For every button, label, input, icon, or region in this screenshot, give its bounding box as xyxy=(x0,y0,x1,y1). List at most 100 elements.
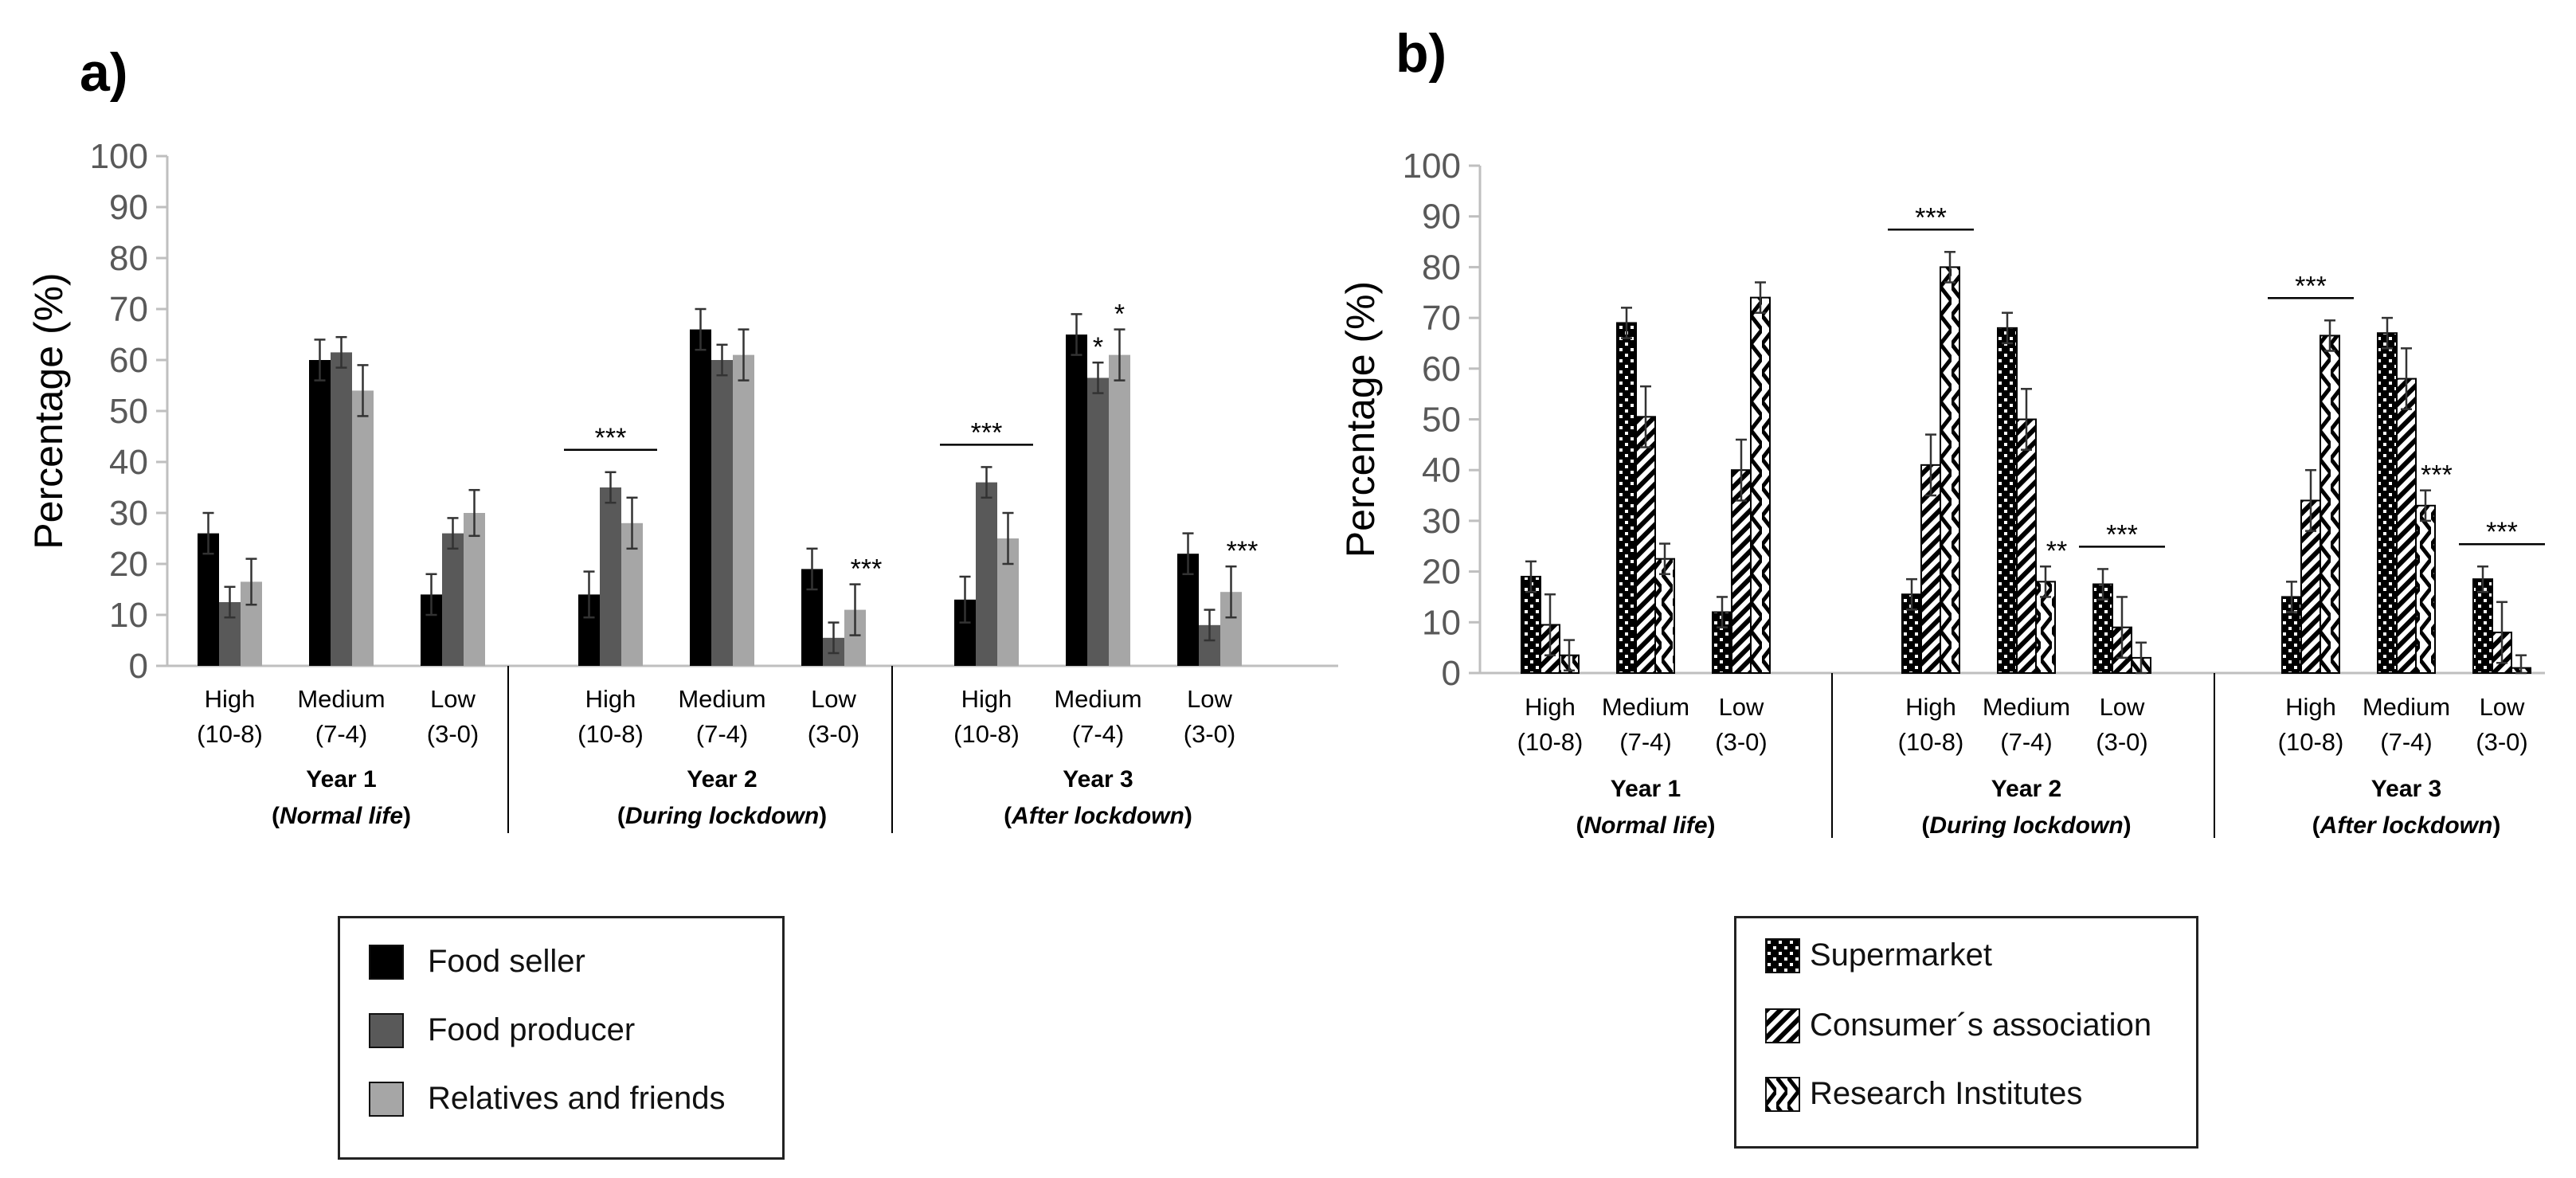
condition-text: Normal life xyxy=(280,803,403,829)
group-year-label: Year 3 xyxy=(2371,776,2441,802)
y-tick-label: 60 xyxy=(109,341,148,380)
condition-text: During lockdown xyxy=(1929,812,2123,839)
bar-food-producer-1-low xyxy=(442,533,464,666)
group-condition-label: (Normal life) xyxy=(272,803,411,829)
y-tick-label: 50 xyxy=(1422,401,1461,440)
y-tick-label: 70 xyxy=(109,290,148,329)
bar-supermarket-2-medium xyxy=(1997,327,2018,674)
category-label: Medium xyxy=(297,685,385,713)
bar-food-seller-1-high xyxy=(198,533,219,666)
bar-relatives-and-friends-3-medium xyxy=(1109,354,1130,666)
legend-label-relatives: Relatives and friends xyxy=(428,1081,726,1116)
legend-label-consumers-association: Consumer´s association xyxy=(1810,1008,2152,1043)
category-range-label: (3-0) xyxy=(2096,728,2147,756)
condition-open-paren: ( xyxy=(1921,812,1929,839)
condition-open-paren: ( xyxy=(617,803,625,829)
category-label: Medium xyxy=(2363,693,2450,721)
condition-open-paren: ( xyxy=(2312,812,2320,839)
panel-b-label: b) xyxy=(1396,23,1447,84)
bar-consumer-s-association-2-medium xyxy=(2016,418,2037,674)
y-tick-label: 10 xyxy=(1422,603,1461,642)
category-range-label: (3-0) xyxy=(2476,728,2527,756)
condition-close-paren: ) xyxy=(819,803,827,829)
bar-relatives-and-friends-2-medium xyxy=(733,354,754,666)
legend-swatch-food-seller xyxy=(369,944,404,980)
bar-food-producer-2-medium xyxy=(711,360,733,666)
bar-food-producer-3-high xyxy=(976,482,997,666)
significance-label: *** xyxy=(1915,202,1947,233)
y-tick-label: 60 xyxy=(1422,350,1461,389)
significance-label: *** xyxy=(595,423,627,453)
significance-label: *** xyxy=(2486,517,2518,547)
category-label: Low xyxy=(2480,693,2525,721)
category-range-label: (10-8) xyxy=(577,720,644,748)
legend-item-relatives: Relatives and friends xyxy=(369,1081,726,1117)
category-range-label: (7-4) xyxy=(2380,728,2432,756)
bar-food-seller-2-medium xyxy=(690,329,711,666)
legend-swatch-consumers-association xyxy=(1765,1008,1800,1043)
group-year-label: Year 1 xyxy=(306,766,376,793)
significance-label: *** xyxy=(2295,271,2327,301)
legend-label-food-producer: Food producer xyxy=(428,1012,636,1047)
category-label: Low xyxy=(1187,685,1232,713)
significance-label: *** xyxy=(1227,536,1259,566)
group-condition-label: (After lockdown) xyxy=(2312,812,2501,839)
legend-swatch-research-institutes xyxy=(1765,1076,1800,1112)
bar-research-institutes-3-high xyxy=(2320,335,2340,674)
condition-text: During lockdown xyxy=(625,803,819,829)
bar-consumer-s-association-1-medium xyxy=(1635,416,1656,674)
significance-label: *** xyxy=(971,417,1003,448)
category-range-label: (10-8) xyxy=(1898,728,1964,756)
condition-open-paren: ( xyxy=(1004,803,1012,829)
y-tick-label: 100 xyxy=(1403,147,1461,186)
condition-open-paren: ( xyxy=(272,803,280,829)
y-tick-label: 40 xyxy=(1422,451,1461,490)
y-tick-label: 20 xyxy=(1422,553,1461,592)
legend-label-food-seller: Food seller xyxy=(428,944,585,979)
category-range-label: (3-0) xyxy=(1184,720,1235,748)
legend-b: Supermarket Consumer´s association Resea… xyxy=(1734,916,2198,1149)
y-axis-title: Percentage (%) xyxy=(26,272,71,549)
bar-research-institutes-1-low xyxy=(1750,296,1771,674)
category-label: High xyxy=(585,685,636,713)
legend-swatch-food-producer xyxy=(369,1012,404,1048)
legend-item-supermarket: Supermarket xyxy=(1765,937,1992,973)
category-label: High xyxy=(961,685,1012,713)
category-label: Low xyxy=(430,685,476,713)
condition-text: Normal life xyxy=(1584,812,1707,839)
legend-item-food-seller: Food seller xyxy=(369,944,585,980)
panel-a-label: a) xyxy=(80,42,128,103)
category-label: Medium xyxy=(1983,693,2070,721)
bar-food-seller-3-medium xyxy=(1066,335,1087,666)
bar-supermarket-3-medium xyxy=(2377,332,2398,674)
y-tick-label: 0 xyxy=(129,647,148,686)
group-year-label: Year 3 xyxy=(1063,766,1133,793)
significance-label: *** xyxy=(2421,460,2453,491)
group-year-label: Year 2 xyxy=(687,766,757,793)
panel-a-chart: 0 10 20 30 40 50 60 70 80 90 100 Percentage (%) High… xyxy=(26,137,1338,833)
category-label: Medium xyxy=(1054,685,1141,713)
bar-food-producer-1-medium xyxy=(331,352,352,666)
condition-close-paren: ) xyxy=(1708,812,1716,839)
group-condition-label: (After lockdown) xyxy=(1004,803,1192,829)
legend-swatch-relatives xyxy=(369,1081,404,1117)
y-tick-label: 30 xyxy=(109,494,148,533)
significance-label: * xyxy=(1114,299,1125,330)
category-range-label: (10-8) xyxy=(197,720,263,748)
group-condition-label: (During lockdown) xyxy=(1921,812,2131,839)
significance-label: *** xyxy=(2106,519,2138,550)
category-range-label: (3-0) xyxy=(1715,728,1767,756)
legend-a: Food seller Food producer Relatives and … xyxy=(338,916,785,1160)
category-range-label: (7-4) xyxy=(696,720,748,748)
condition-close-paren: ) xyxy=(403,803,411,829)
y-tick-label: 20 xyxy=(109,545,148,584)
bar-consumer-s-association-3-medium xyxy=(2396,378,2417,674)
y-tick-label: 30 xyxy=(1422,502,1461,541)
category-label: Low xyxy=(811,685,856,713)
condition-text: After lockdown xyxy=(1011,803,1184,829)
y-tick-label: 50 xyxy=(109,392,148,431)
bar-research-institutes-2-high xyxy=(1940,266,1960,674)
bar-food-seller-1-medium xyxy=(309,360,331,666)
significance-label: *** xyxy=(851,554,883,585)
